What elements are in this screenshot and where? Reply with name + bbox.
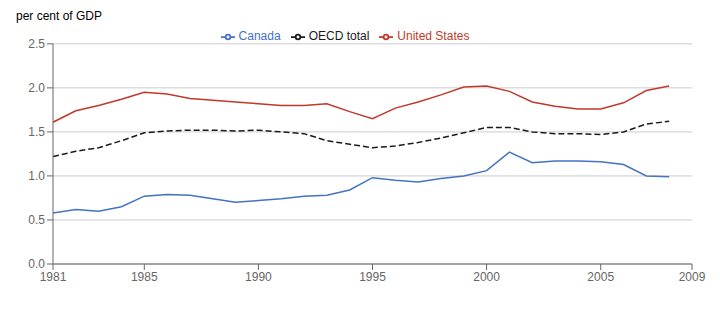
html-text:per cent of GDP: per cent of GDP xyxy=(16,9,102,23)
svg-text:1981: 1981 xyxy=(40,270,67,284)
svg-text:2.5: 2.5 xyxy=(28,37,45,51)
svg-text:1985: 1985 xyxy=(131,270,158,284)
svg-text:0.0: 0.0 xyxy=(28,257,45,271)
svg-text:2.0: 2.0 xyxy=(28,81,45,95)
svg-text:1990: 1990 xyxy=(245,270,272,284)
html-text:United States: United States xyxy=(397,29,470,43)
svg-text:2005: 2005 xyxy=(587,270,614,284)
svg-text:2000: 2000 xyxy=(473,270,500,284)
svg-text:1995: 1995 xyxy=(359,270,386,284)
svg-text:2009: 2009 xyxy=(679,270,706,284)
svg-text:0.5: 0.5 xyxy=(28,213,45,227)
svg-text:1.5: 1.5 xyxy=(28,125,45,139)
html-text:OECD total: OECD total xyxy=(308,29,370,43)
svg-text:1.0: 1.0 xyxy=(28,169,45,183)
html-text:Canada: Canada xyxy=(238,29,281,43)
